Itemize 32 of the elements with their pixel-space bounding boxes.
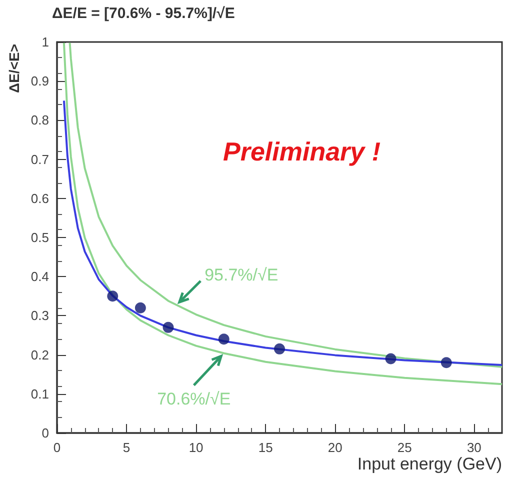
text: 70.6%/√E xyxy=(157,390,231,409)
point xyxy=(162,322,174,333)
y-tick-label: 0.8 xyxy=(30,112,49,128)
y-tick-label: 0.3 xyxy=(30,308,49,324)
chart-title: ΔE/E = [70.6% - 95.7%]/√E xyxy=(52,5,235,22)
y-tick-label: 0.9 xyxy=(30,74,49,89)
y-tick-label: 0.7 xyxy=(30,152,49,167)
x-tick-label: 25 xyxy=(397,440,412,455)
y-tick-label: 0.6 xyxy=(30,190,49,206)
annotation: Preliminary ! xyxy=(222,136,381,166)
line-series xyxy=(62,100,503,366)
y-tick-label: 0.5 xyxy=(30,230,49,245)
y-axis-title: ΔE/<E> xyxy=(6,44,22,93)
x-tick-label: 30 xyxy=(466,440,482,455)
series-label: 95.7%/√E xyxy=(204,265,278,284)
x-tick-label: 10 xyxy=(188,440,204,455)
point xyxy=(107,290,118,302)
point xyxy=(134,302,146,314)
y-tick-label: 0.1 xyxy=(30,386,49,402)
point xyxy=(218,334,230,345)
x-tick-label: 0 xyxy=(53,440,61,455)
point xyxy=(385,353,396,364)
y-tick-label: 0 xyxy=(42,426,49,440)
x-axis-title: Input energy (GeV) xyxy=(357,454,502,474)
point xyxy=(440,357,452,368)
y-tick-label: 0.2 xyxy=(30,347,49,362)
y-tick-label: 1 xyxy=(42,34,49,50)
point xyxy=(274,343,285,354)
x-tick-label: 20 xyxy=(328,440,342,455)
y-tick-label: 0.4 xyxy=(30,269,49,284)
x-tick-label: 5 xyxy=(122,440,130,455)
x-tick-label: 15 xyxy=(258,440,273,455)
